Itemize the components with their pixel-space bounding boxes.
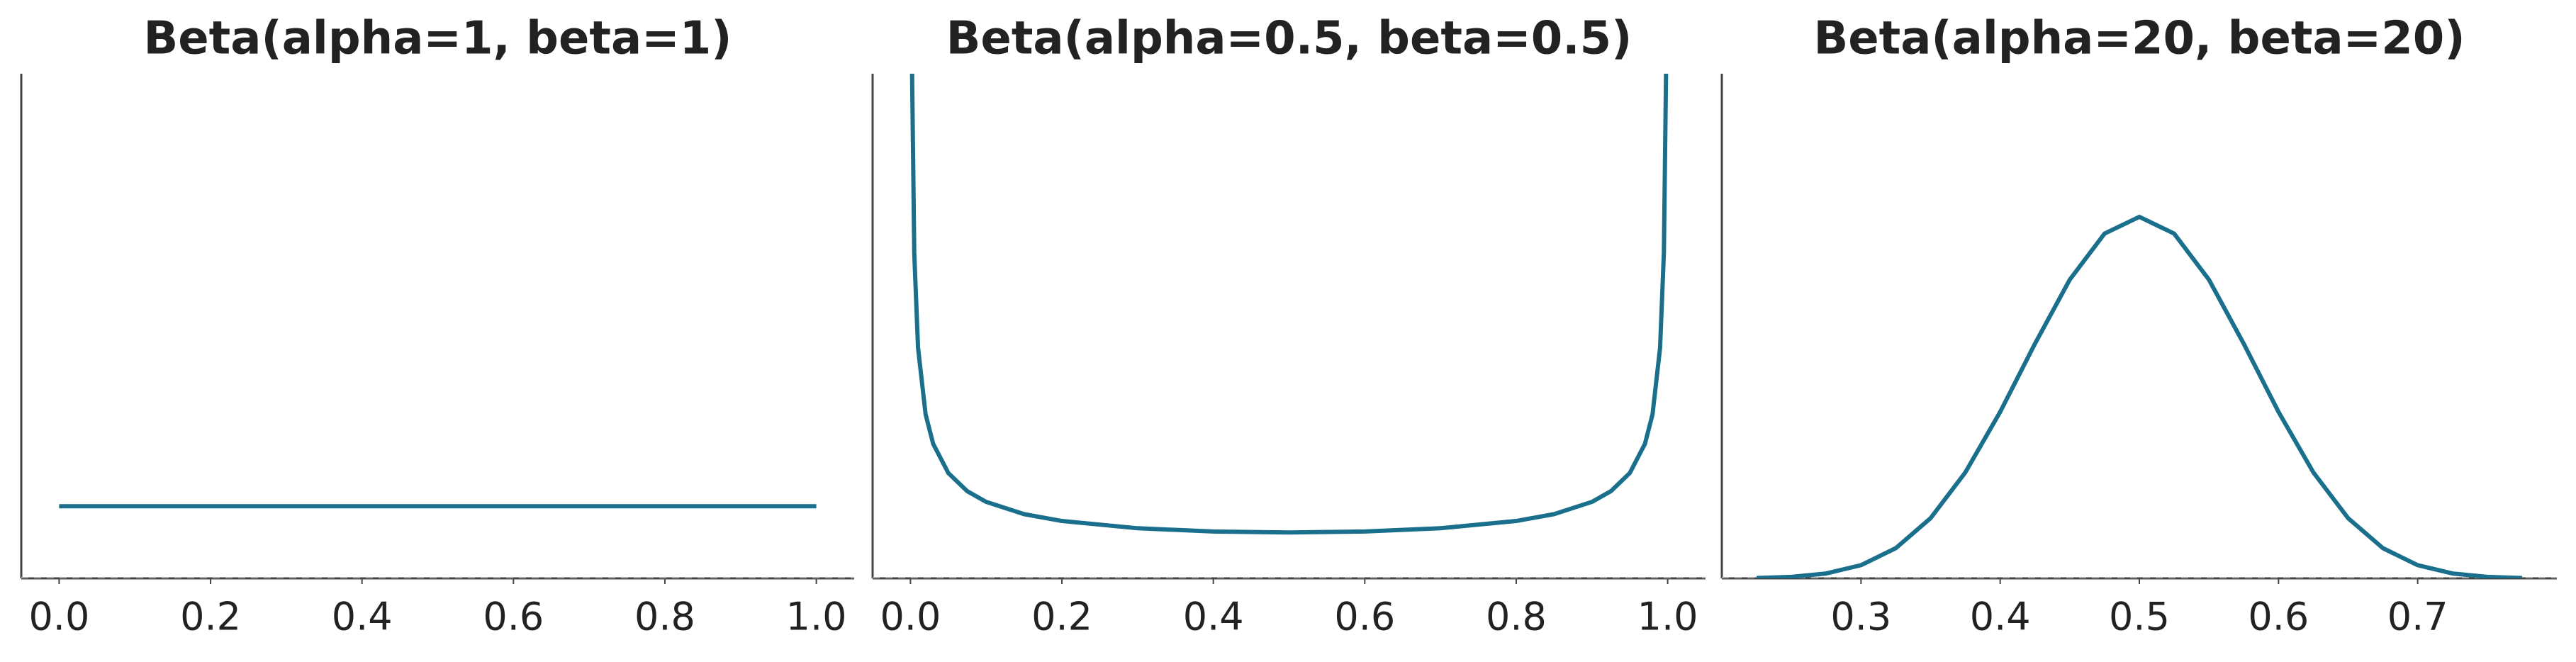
x-tick-label: 0.4	[1183, 595, 1244, 639]
x-tick-label: 0.5	[2109, 595, 2170, 639]
x-tick-label: 0.6	[2248, 595, 2309, 639]
x-tick-label: 0.7	[2387, 595, 2448, 639]
x-tick-label: 0.8	[1486, 595, 1547, 639]
chart-title: Beta(alpha=1, beta=1)	[143, 13, 732, 65]
chart-title: Beta(alpha=0.5, beta=0.5)	[946, 13, 1633, 65]
chart-title: Beta(alpha=20, beta=20)	[1813, 13, 2465, 65]
x-tick-label: 0.4	[332, 595, 393, 639]
density-line	[1756, 214, 2523, 578]
x-tick-label: 1.0	[1637, 595, 1698, 639]
x-tick-label: 0.0	[28, 595, 89, 639]
x-tick-label: 0.6	[483, 595, 544, 639]
x-tick-label: 0.6	[1334, 595, 1395, 639]
x-tick-label: 0.2	[180, 595, 241, 639]
density-line	[909, 74, 1669, 535]
x-tick-label: 0.4	[1970, 595, 2031, 639]
x-tick-label: 1.0	[786, 595, 847, 639]
x-tick-label: 0.2	[1031, 595, 1092, 639]
x-tick-label: 0.8	[634, 595, 695, 639]
x-tick-label: 0.3	[1830, 595, 1891, 639]
x-tick-label: 0.0	[880, 595, 941, 639]
